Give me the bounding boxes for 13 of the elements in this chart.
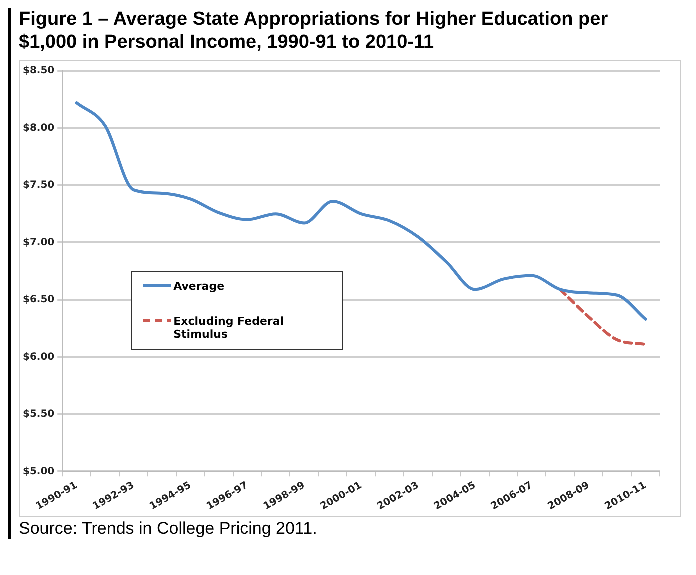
y-tick-label: $8.50 (22, 66, 55, 77)
legend-label: Excluding Federal Stimulus (174, 315, 286, 342)
y-tick-label: $6.50 (22, 294, 55, 306)
y-tick-label: $8.00 (22, 122, 55, 134)
y-tick-label: $5.00 (22, 466, 55, 478)
line-series (558, 288, 648, 346)
source-note: Source: Trends in College Pricing 2011. (19, 519, 318, 539)
chart-title: Figure 1 – Average State Appropriations for Higher Education per $1,000 in Personal Income, 1990-91 to 2010-11 (19, 8, 610, 54)
legend-label: Average (174, 280, 225, 294)
y-tick-label: $5.50 (22, 409, 55, 420)
y-tick-label: $7.00 (22, 237, 55, 248)
y-tick-label: $6.00 (22, 352, 55, 363)
y-tick-label: $7.50 (22, 180, 55, 192)
